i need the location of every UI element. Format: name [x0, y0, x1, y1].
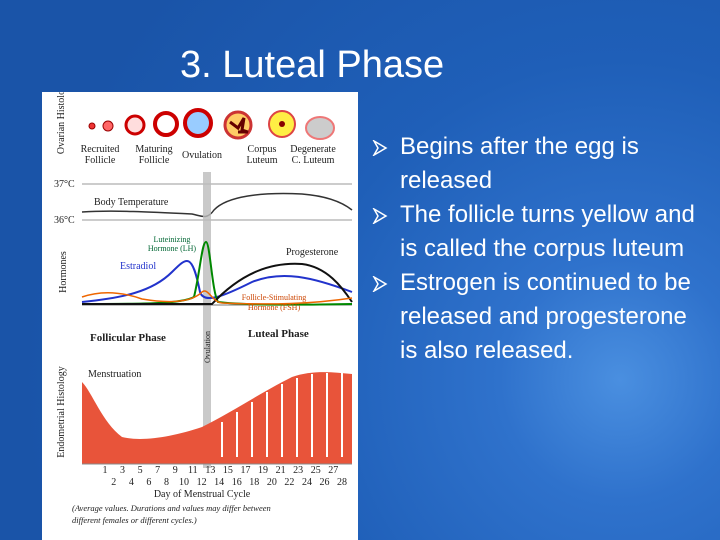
curve-label: Hormone (FSH)	[248, 303, 301, 312]
curve-label: Follicle-Stimulating	[242, 293, 306, 302]
stage-label: Follicle	[85, 155, 116, 166]
stage-label: Degenerate	[290, 144, 336, 155]
day-label: 25	[311, 465, 321, 476]
follicle-icons	[88, 108, 335, 140]
day-label: 8	[164, 477, 169, 488]
menstrual-cycle-figure: Ovarian Histology Hormones Endometrial H…	[42, 92, 358, 540]
curve-label: Luteinizing	[154, 235, 191, 244]
row-label: Hormones	[58, 251, 69, 293]
figure-background	[42, 92, 358, 540]
progesterone-curve	[82, 262, 353, 306]
stage-label: Follicle	[139, 155, 170, 166]
day-label: 16	[232, 477, 242, 488]
stage-label: Corpus	[248, 144, 277, 155]
note: different females or different cycles.)	[72, 515, 197, 525]
day-label: 20	[267, 477, 277, 488]
day-label: 9	[173, 465, 178, 476]
temperature-curve	[81, 192, 353, 218]
phase-label: Follicular Phase	[90, 332, 166, 344]
day-label: 3	[120, 465, 125, 476]
stage-label: C. Luteum	[292, 155, 335, 166]
day-label: 11	[188, 465, 198, 476]
phase-label: Luteal Phase	[248, 328, 309, 340]
row-label: Endometrial Histology	[56, 366, 67, 457]
day-label: 17	[240, 465, 250, 476]
day-label: 18	[249, 477, 259, 488]
fsh-curve	[81, 290, 353, 305]
day-labels: 1 3 5 7 9 11 13 15 17 19 21 23 25 272 4 6 8 10 12 14 16 18 20 2…	[103, 465, 348, 488]
slide-title: 3. Luteal Phase	[180, 44, 445, 86]
day-label: 14	[214, 477, 224, 488]
bullet: The follicle turns yellow and is called …	[372, 198, 702, 266]
day-label: 21	[276, 465, 286, 476]
axis-title: Day of Menstrual Cycle	[154, 489, 251, 500]
day-label: 1	[103, 465, 108, 476]
bullet-text: Begins after the egg is released	[400, 133, 639, 194]
day-label: 6	[146, 477, 151, 488]
bullet-text: The follicle turns yellow and is called …	[400, 201, 695, 262]
endometrium	[82, 372, 352, 464]
bullet-arrow	[372, 276, 388, 292]
curve-label: Hormone (LH)	[148, 244, 197, 253]
day-label: 10	[179, 477, 189, 488]
curve-label: Estradiol	[120, 261, 156, 272]
day-label: 12	[197, 477, 207, 488]
day-label: 2	[111, 477, 116, 488]
bullet-arrow	[372, 140, 388, 156]
day-label: 13	[205, 465, 215, 476]
day-label: 28	[337, 477, 347, 488]
day-label: 23	[293, 465, 303, 476]
menstruation-label: Menstruation	[88, 369, 141, 380]
bullet-list: Begins after the egg is released The fol…	[372, 130, 702, 368]
day-label: 26	[320, 477, 330, 488]
ovulation-label: Ovulation	[203, 331, 212, 363]
curve-label: Progesterone	[286, 247, 339, 258]
day-label: 22	[284, 477, 294, 488]
stage-label: Ovulation	[182, 150, 222, 161]
day-label: 5	[138, 465, 143, 476]
bullet: Begins after the egg is released	[372, 130, 702, 198]
bullet: Estrogen is continued to be released and…	[372, 266, 702, 368]
temp-label: 37°C	[54, 179, 75, 190]
curve-label: Body Temperature	[94, 197, 169, 208]
bullet-text: Estrogen is continued to be released and…	[400, 269, 691, 364]
day-label: 4	[129, 477, 134, 488]
note: (Average values. Durations and values ma…	[72, 503, 271, 513]
day-label: 27	[328, 465, 338, 476]
estradiol-curve	[81, 260, 353, 303]
ovulation-bar	[203, 172, 211, 468]
endometrium-glands	[221, 373, 343, 457]
row-label: Ovarian Histology	[56, 92, 67, 154]
temp-label: 36°C	[54, 215, 75, 226]
stage-label: Recruited	[81, 144, 120, 155]
stage-label: Luteum	[246, 155, 277, 166]
bullet-arrow	[372, 208, 388, 224]
day-label: 7	[155, 465, 160, 476]
day-label: 19	[258, 465, 268, 476]
day-label: 15	[223, 465, 233, 476]
day-label: 24	[302, 477, 312, 488]
stage-label: Maturing	[135, 144, 172, 155]
